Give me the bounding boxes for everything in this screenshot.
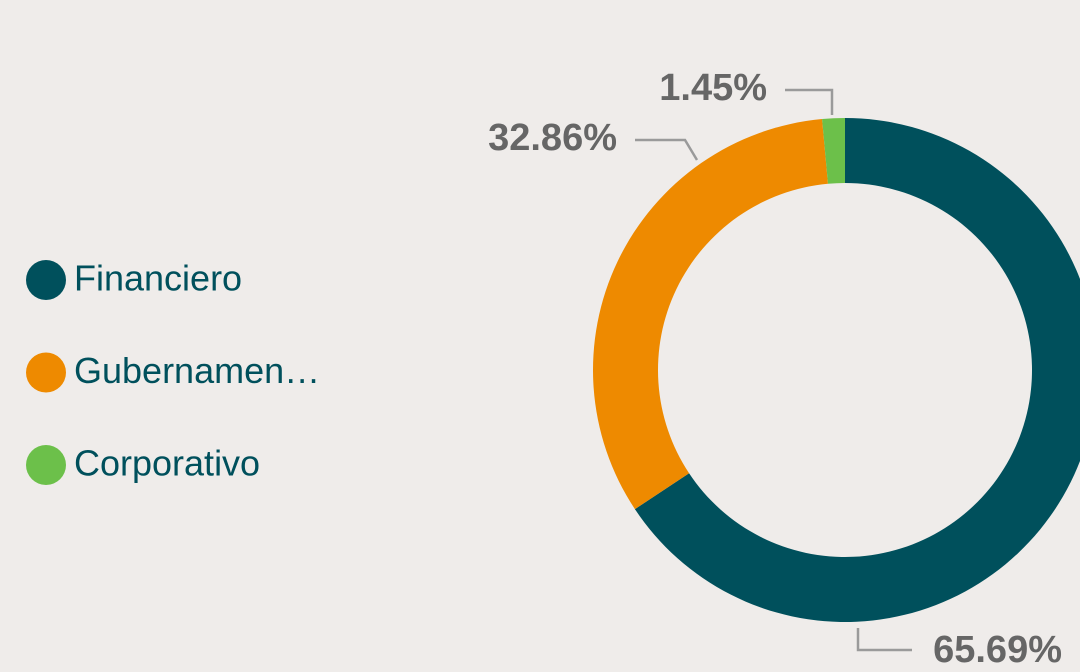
donut-slice: [822, 118, 845, 184]
legend-label: Gubernamen…: [74, 350, 320, 391]
legend-label: Corporativo: [74, 443, 260, 484]
value-label: 32.86%: [488, 117, 617, 159]
value-label: 1.45%: [659, 67, 767, 109]
leader-line: [856, 628, 912, 652]
value-label: 65.69%: [933, 629, 1062, 671]
legend-marker: [26, 260, 66, 300]
leader-line: [635, 138, 699, 161]
leader-line: [785, 88, 834, 115]
legend-marker: [26, 445, 66, 485]
legend-marker: [26, 352, 66, 393]
legend-label: Financiero: [74, 258, 242, 299]
donut-slice: [593, 119, 828, 510]
